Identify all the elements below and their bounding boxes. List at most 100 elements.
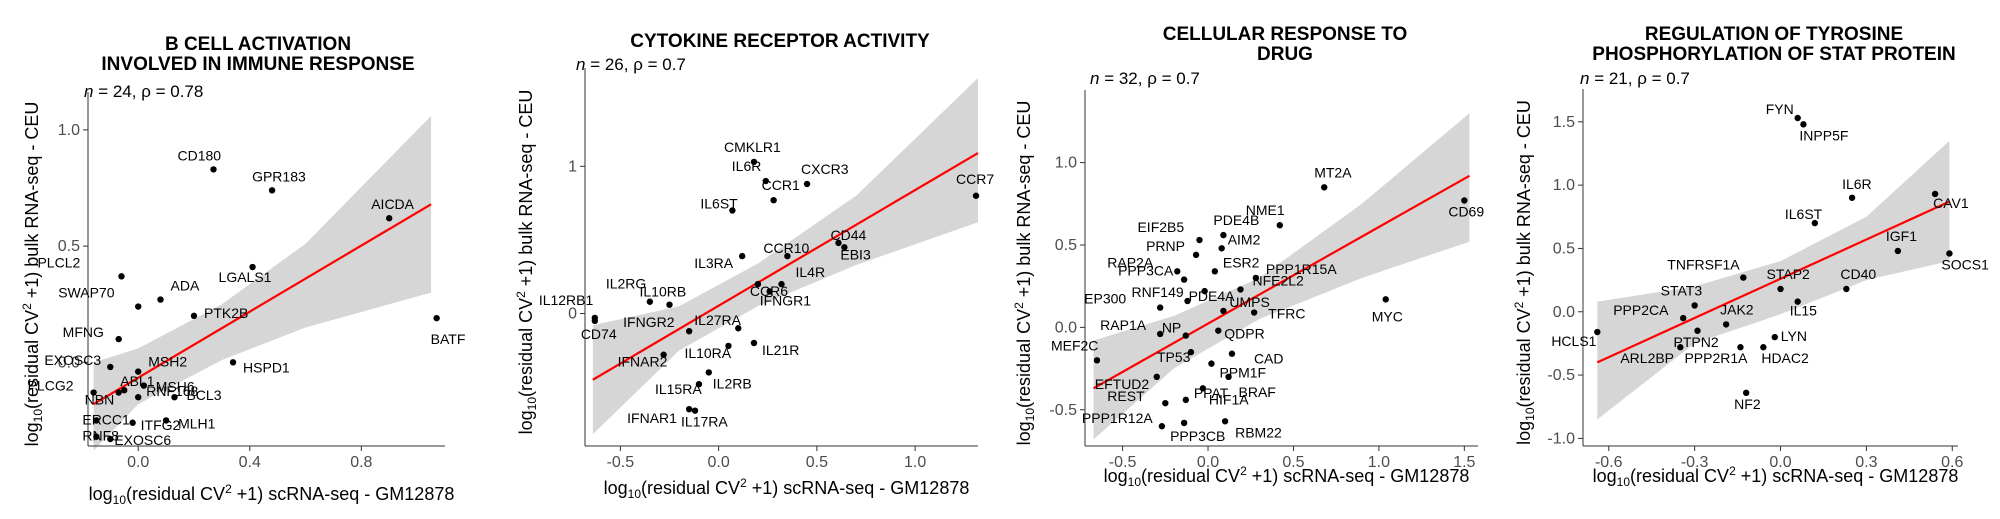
data-point-ccr7 <box>972 192 980 199</box>
data-point-ptk2b <box>190 312 198 320</box>
point-label: PTK2B <box>204 305 248 321</box>
panel-title: DRUG <box>1257 44 1313 65</box>
y-tick-label: 0 <box>568 306 577 323</box>
point-label: CCR7 <box>956 171 994 187</box>
x-tick-label: 0.0 <box>1197 454 1219 471</box>
point-label: PPP1R15A <box>1266 261 1337 277</box>
data-point-il6r <box>1848 194 1856 201</box>
data-point-plcg2 <box>90 389 97 396</box>
rho-symbol: ρ <box>633 55 643 74</box>
point-label: RNF149 <box>1132 284 1184 300</box>
data-point-il21r <box>750 339 758 347</box>
n-symbol: n <box>576 55 585 74</box>
data-point-itfg2 <box>129 419 136 426</box>
y-tick-label: 1 <box>568 158 577 175</box>
data-point-aim2 <box>1218 245 1225 252</box>
y-tick-label: 0.0 <box>1055 319 1077 336</box>
data-point-il6r <box>762 177 769 185</box>
data-point-hcls1 <box>1594 328 1601 336</box>
y-tick-label: 0.0 <box>58 354 80 371</box>
point-label: IL27RA <box>694 312 741 328</box>
data-point-msh6 <box>140 382 147 389</box>
x-tick-label: 0.0 <box>127 454 149 471</box>
data-point-nbn <box>115 389 122 396</box>
x-tick-label: -0.6 <box>1595 454 1623 471</box>
point-label: NFE2L2 <box>1252 272 1304 288</box>
point-label: ESR2 <box>1223 254 1260 270</box>
point-label: ADA <box>171 278 200 294</box>
y-tick-label: -0.5 <box>1547 367 1575 384</box>
data-point-ada <box>157 296 164 303</box>
regression-line <box>1596 200 1950 364</box>
y-tick-label: 1.0 <box>58 122 80 139</box>
point-label: PDE4B <box>1213 212 1259 228</box>
data-point-hif1a <box>1199 385 1207 392</box>
point-label: REST <box>1107 388 1145 404</box>
rho-value: = 0.78 <box>151 82 203 101</box>
data-point-cd74 <box>591 317 599 325</box>
x-tick-label: -0.5 <box>1109 454 1137 471</box>
point-label: STAT3 <box>1661 282 1703 298</box>
y-tick-label: 1.0 <box>1055 155 1077 172</box>
data-point-aicda <box>386 215 393 222</box>
point-label: EFTUD2 <box>1095 376 1150 392</box>
x-tick-label: 0.3 <box>1855 454 1877 471</box>
point-label: RAP1A <box>1100 317 1147 333</box>
x-tick-label: 0.5 <box>1282 454 1304 471</box>
point-label: IL6ST <box>1785 206 1823 222</box>
data-point-cxcr3 <box>803 180 811 188</box>
rho-symbol: ρ <box>1147 69 1157 88</box>
point-label: MEF2C <box>1051 337 1098 353</box>
data-point-mlh1 <box>162 417 170 424</box>
x-tick-label: -0.3 <box>1681 454 1709 471</box>
data-point-socs1 <box>1946 250 1953 257</box>
data-point-cav1 <box>1931 190 1939 198</box>
data-point-np <box>1182 332 1190 339</box>
data-point-ppp3cb <box>1180 419 1188 427</box>
data-point-mef2c <box>1093 357 1101 364</box>
rho-symbol: ρ <box>141 82 151 101</box>
panel-title: B CELL ACTIVATION <box>165 34 351 55</box>
point-label: BCL3 <box>186 387 221 403</box>
data-point-esr2 <box>1211 268 1219 275</box>
data-point-hdac2 <box>1760 344 1767 351</box>
point-label: CAD <box>1254 351 1284 367</box>
point-label: IL2RB <box>713 375 752 391</box>
point-label: PDE4A <box>1189 288 1236 304</box>
data-point-pde4b <box>1220 231 1227 239</box>
rho-symbol: ρ <box>1637 69 1647 88</box>
data-point-tp53 <box>1187 348 1195 356</box>
point-label: IL4R <box>796 264 826 280</box>
point-label: IFNAR1 <box>627 410 677 426</box>
data-point-rnf168 <box>135 393 142 401</box>
data-point-ccr6 <box>754 280 762 288</box>
data-point-igf1 <box>1894 247 1902 255</box>
panel-title: REGULATION OF TYROSINE <box>1645 24 1903 45</box>
point-label: RNF168 <box>146 383 198 399</box>
data-point-umps <box>1220 307 1227 315</box>
point-label: PPP3CB <box>1170 428 1225 444</box>
point-label: INPP5F <box>1799 127 1848 143</box>
point-label: EXOSC3 <box>44 352 101 368</box>
x-tick-label: 0.0 <box>1769 454 1791 471</box>
rho-value: = 0.7 <box>643 55 686 74</box>
data-point-cmklr1 <box>750 158 758 166</box>
data-point-lgals1 <box>249 263 256 271</box>
point-label: PLCG2 <box>28 378 74 394</box>
point-label: HSPD1 <box>243 359 290 375</box>
y-tick-label: 1.5 <box>1553 114 1575 131</box>
data-point-ppp2ca <box>1679 314 1687 322</box>
point-label: PRNP <box>1146 238 1185 254</box>
data-point-nme1 <box>1276 222 1283 229</box>
data-point-bcl3 <box>171 393 178 401</box>
point-label: NP <box>1162 320 1181 336</box>
data-point-cad <box>1228 350 1236 357</box>
point-label: MFNG <box>63 324 104 340</box>
confidence-band <box>1093 113 1470 440</box>
point-label: ERCC1 <box>82 411 130 427</box>
point-label: IFNGR2 <box>623 314 675 330</box>
data-point-swap70 <box>135 303 142 310</box>
y-tick-label: -0.5 <box>1049 402 1077 419</box>
stats-annotation: n = 21, ρ = 0.7 <box>1580 69 1690 88</box>
